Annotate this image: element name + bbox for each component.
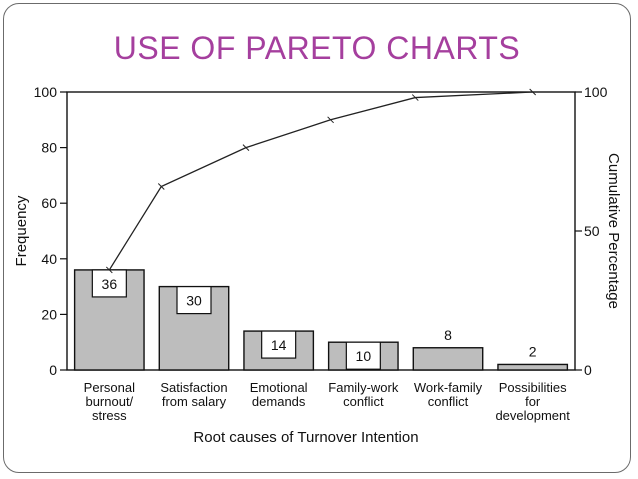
category-label: conflict xyxy=(428,394,469,409)
category-label: Possibilities xyxy=(499,380,567,395)
y-tick-label: 80 xyxy=(41,140,57,156)
y2-tick-label: 0 xyxy=(584,362,592,378)
bar-value-label: 14 xyxy=(271,337,287,353)
cumulative-point xyxy=(242,144,250,151)
category-label: for xyxy=(525,394,541,409)
slide: USE OF PARETO CHARTS 0 20 40 60 80 100 0 50 100 F… xyxy=(3,3,631,473)
cumulative-point xyxy=(105,266,113,274)
category-label: stress xyxy=(92,408,127,423)
bar-value-box xyxy=(176,286,212,315)
y-axis-label: Frequency xyxy=(13,195,30,266)
y-tick-label: 60 xyxy=(41,195,57,211)
category-label: Personal xyxy=(84,380,135,395)
y-tick-label: 100 xyxy=(34,84,58,100)
bar-value-box xyxy=(345,341,381,370)
category-label: from salary xyxy=(162,394,227,409)
category-label: Emotional xyxy=(250,380,308,395)
bar xyxy=(412,347,484,371)
category-label: development xyxy=(495,408,570,423)
category-label: Work-family xyxy=(414,380,483,395)
cumulative-point xyxy=(411,94,419,101)
cumulative-point xyxy=(157,183,165,190)
bar-value-label: 10 xyxy=(356,348,372,364)
category-label: Family-work xyxy=(328,380,399,395)
bar-value-label: 8 xyxy=(444,327,452,343)
pareto-chart: 0 20 40 60 80 100 0 50 100 Frequency Cumulative Pe… xyxy=(13,84,622,446)
bar-value-label: 36 xyxy=(102,276,118,292)
y2-tick-label: 50 xyxy=(584,223,600,239)
y-tick-label: 0 xyxy=(49,362,57,378)
category-label: burnout/ xyxy=(85,394,133,409)
y2-tick-label: 100 xyxy=(584,84,608,100)
y-tick-label: 40 xyxy=(41,251,57,267)
bar-value-box xyxy=(261,330,297,359)
category-label: Satisfaction xyxy=(160,380,227,395)
cumulative-point xyxy=(529,88,537,96)
bar-value-label: 2 xyxy=(529,343,537,359)
bar-value-label: 30 xyxy=(186,293,202,309)
y-tick-label: 20 xyxy=(41,306,57,322)
cumulative-point xyxy=(327,116,334,124)
cumulative-line xyxy=(108,91,533,271)
slide-title: USE OF PARETO CHARTS xyxy=(113,30,521,66)
x-axis-label: Root causes of Turnover Intention xyxy=(193,429,418,446)
category-label: conflict xyxy=(343,394,384,409)
y2-axis-label: Cumulative Percentage xyxy=(605,153,622,309)
category-label: demands xyxy=(252,394,306,409)
bar xyxy=(497,363,569,371)
